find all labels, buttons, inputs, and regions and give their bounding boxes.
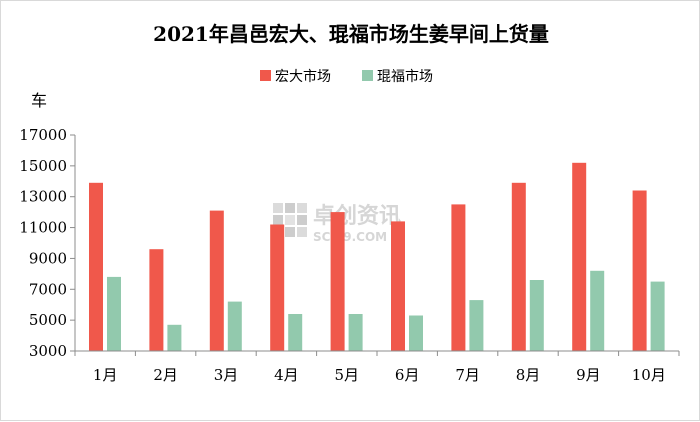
bar-hongda-2 [149,249,164,351]
y-tick-label: 13000 [19,188,67,206]
x-tick-labels: 1月 2月 3月 4月 5月 6月 7月 8月 9月 10月 [74,351,680,384]
legend-swatch-2 [362,70,373,81]
x-tick-label: 10月 [632,366,666,384]
bar-hongda-1 [89,182,103,351]
y-tick-label: 7000 [29,280,67,298]
y-tick-label: 17000 [19,126,67,144]
bar-kunfu-1 [107,276,121,351]
x-tick-label: 1月 [93,366,118,384]
bar-kunfu-9 [590,270,605,351]
bar-hongda-5 [330,212,345,351]
watermark-subtext: SCI99.COM [313,230,387,244]
bar-hongda-9 [572,162,587,351]
x-tick-label: 9月 [576,366,601,384]
legend: 宏大市场 琨福市场 [260,68,433,85]
bar-hongda-3 [209,210,224,351]
bar-kunfu-4 [288,314,303,351]
bar-hongda-10 [632,190,647,351]
bar-kunfu-5 [348,314,363,351]
legend-swatch-1 [260,70,271,81]
bar-kunfu-8 [529,280,544,351]
bar-hongda-7 [451,204,466,351]
bars [89,162,665,351]
y-tick-label: 3000 [29,342,67,360]
x-tick-label: 4月 [274,366,299,384]
bar-kunfu-10 [650,281,665,351]
x-tick-label: 5月 [335,366,360,384]
bar-hongda-6 [391,221,405,351]
y-tick-labels: 3000 5000 7000 9000 11000 13000 15000 17000 [19,126,75,360]
x-tick-label: 2月 [153,366,178,384]
bar-hongda-8 [511,182,526,351]
x-tick-label: 7月 [455,366,480,384]
y-tick-label: 5000 [29,311,67,329]
legend-label-2: 琨福市场 [377,68,433,85]
bar-kunfu-2 [167,324,182,351]
y-tick-label: 11000 [19,219,67,237]
legend-label-1: 宏大市场 [275,68,331,85]
bar-kunfu-7 [469,300,484,351]
chart-title: 2021年昌邑宏大、琨福市场生姜早间上货量 [153,22,549,46]
y-axis-unit: 车 [31,91,47,110]
bar-kunfu-3 [227,301,242,351]
bar-kunfu-6 [409,315,423,351]
bar-hongda-4 [270,224,285,351]
x-tick-label: 3月 [214,366,239,384]
watermark-text: 卓创资讯 [313,204,401,229]
x-tick-label: 6月 [395,366,420,384]
y-tick-label: 9000 [29,249,67,267]
y-tick-label: 15000 [19,157,67,175]
x-tick-label: 8月 [516,366,541,384]
